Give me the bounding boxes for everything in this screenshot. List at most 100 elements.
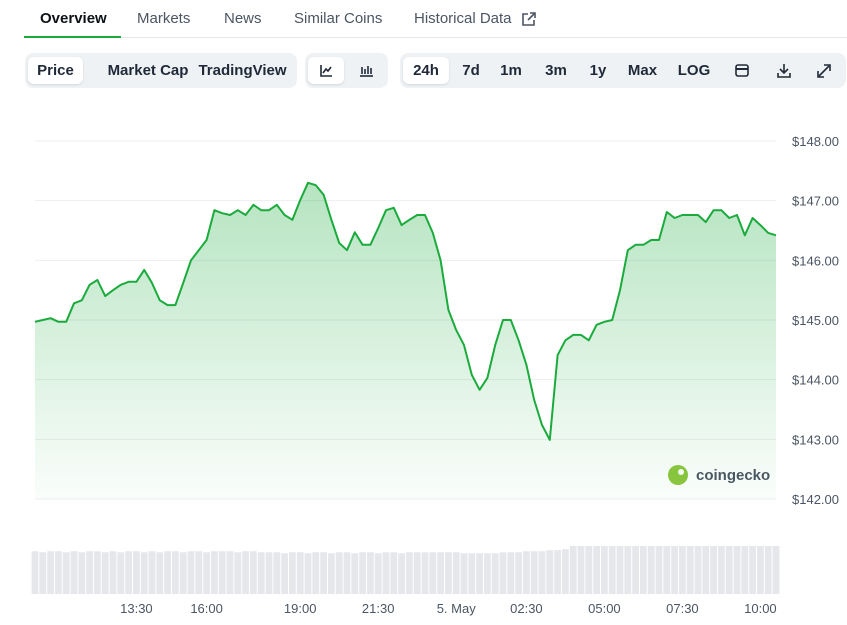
volume-bar <box>585 546 593 594</box>
tab[interactable]: Overview <box>40 10 107 27</box>
volume-bar <box>562 549 569 594</box>
volume-bar <box>203 552 210 594</box>
volume-bar <box>31 551 39 594</box>
volume-bar <box>484 553 491 594</box>
candle-chart-button[interactable] <box>348 57 384 84</box>
x-tick-label: 16:00 <box>190 601 223 616</box>
volume-bar <box>406 552 413 594</box>
candle-icon <box>360 66 373 77</box>
volume-bar <box>281 553 288 594</box>
line-icon <box>320 65 332 77</box>
volume-bar <box>523 551 530 594</box>
volume-bar <box>733 546 741 594</box>
chart-type-group: Price Market Cap TradingView <box>25 53 297 88</box>
volume-bar <box>187 551 195 594</box>
volume-bar <box>242 551 249 594</box>
volume-bar <box>328 553 335 594</box>
range-button[interactable]: Max <box>627 62 658 79</box>
volume-bar <box>608 546 616 594</box>
tab[interactable]: News <box>224 10 262 27</box>
volume-bar <box>601 546 608 594</box>
volume-bar <box>55 551 62 594</box>
volume-bar <box>694 546 702 594</box>
volume-bar <box>273 552 281 594</box>
x-tick-label: 13:30 <box>120 601 153 616</box>
chart-type-button[interactable]: Price <box>28 57 83 84</box>
tab[interactable]: Similar Coins <box>294 10 383 27</box>
volume-bar <box>538 551 546 594</box>
volume-bar <box>460 553 468 594</box>
download-icon <box>777 64 791 78</box>
volume-bar <box>491 553 499 594</box>
volume-bar <box>39 552 47 594</box>
tab[interactable]: Historical Data <box>414 10 512 27</box>
volume-bar <box>546 550 554 594</box>
volume-bar <box>476 553 483 594</box>
range-button[interactable]: 7d <box>462 62 480 79</box>
y-tick-label: $147.00 <box>792 194 839 209</box>
volume-bar <box>265 552 273 594</box>
fullscreen-button[interactable] <box>810 57 838 84</box>
fullscreen-icon <box>817 64 831 78</box>
range-button[interactable]: 3m <box>545 62 567 79</box>
calendar-button[interactable] <box>728 57 756 84</box>
chart-style-group <box>305 53 388 88</box>
volume-bar <box>195 551 203 594</box>
y-tick-label: $146.00 <box>792 253 839 268</box>
volume-bar <box>647 546 655 594</box>
download-button[interactable] <box>770 57 798 84</box>
volume-bar <box>554 550 561 594</box>
volume-bar <box>148 551 156 594</box>
range-button[interactable]: 24h <box>403 57 449 84</box>
volume-bar <box>70 551 78 594</box>
volume-bar <box>421 552 429 594</box>
range-button[interactable]: 1m <box>500 62 522 79</box>
range-button[interactable]: LOG <box>677 62 711 79</box>
volume-bar <box>655 546 663 594</box>
chart-type-button[interactable]: Market Cap <box>107 62 189 79</box>
chart-type-button[interactable]: TradingView <box>198 62 287 79</box>
volume-bar <box>320 552 327 594</box>
volume-bar <box>640 546 647 594</box>
volume-bar <box>530 551 538 594</box>
volume-bar <box>764 546 772 594</box>
volume-bar <box>172 551 179 594</box>
volume-bar <box>47 551 54 594</box>
volume-bar <box>710 546 717 594</box>
volume-bar <box>741 546 749 594</box>
volume-bar <box>772 546 780 594</box>
volume-bar <box>507 552 515 594</box>
calendar-icon <box>735 64 749 77</box>
volume-bar <box>78 552 86 594</box>
volume-bar <box>663 546 671 594</box>
price-line <box>34 181 777 441</box>
volume-bar <box>515 552 522 594</box>
volume-bar <box>749 546 756 594</box>
y-tick-label: $144.00 <box>792 373 839 388</box>
volume-bar <box>757 546 764 594</box>
volume-bar <box>499 552 507 594</box>
volume-bar <box>62 552 70 594</box>
volume-bar <box>569 546 577 594</box>
volume-bar <box>125 551 132 594</box>
volume-bar <box>632 546 639 594</box>
volume-bar <box>429 552 437 594</box>
volume-bar <box>445 552 452 594</box>
external-link-icon <box>522 12 536 26</box>
volume-bar <box>577 546 585 594</box>
volume-bar <box>211 551 218 594</box>
volume-bar <box>679 546 686 594</box>
volume-bar <box>359 552 366 594</box>
volume-bar <box>725 546 733 594</box>
range-button[interactable]: 1y <box>589 62 607 79</box>
volume-bar <box>226 551 234 594</box>
price-area <box>35 182 776 500</box>
line-chart-button[interactable] <box>308 57 344 84</box>
volume-bar <box>390 552 398 594</box>
tab[interactable]: Markets <box>137 10 191 27</box>
volume-bar <box>343 552 351 594</box>
volume-bar <box>335 552 343 594</box>
x-tick-label: 19:00 <box>284 601 317 616</box>
volume-bar <box>616 546 624 594</box>
